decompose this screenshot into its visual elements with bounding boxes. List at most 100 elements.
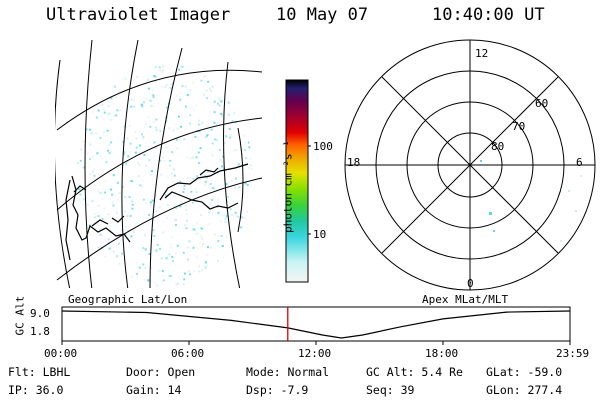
emission-point [204,181,207,184]
emission-point [211,198,214,201]
emission-point [195,175,198,178]
emission-point [250,168,253,171]
emission-point [101,217,104,220]
emission-point [192,228,195,231]
emission-point [187,270,190,273]
emission-point [195,104,198,107]
emission-point [153,141,156,144]
emission-point [142,136,145,138]
emission-point [225,211,228,214]
emission-point [91,111,94,114]
emission-point [213,121,216,124]
emission-point [220,235,223,237]
emission-point [230,180,233,183]
mlt-label-0: 0 [467,277,474,290]
polar-diagonal-2 [381,76,559,254]
emission-point [137,174,140,177]
emission-point [218,167,221,170]
emission-point [118,262,121,265]
emission-point [112,204,115,207]
emission-point [235,149,238,152]
emission-point [231,214,233,216]
emission-point [152,229,155,232]
emission-point [218,97,221,100]
emission-point [167,184,170,186]
emission-point [218,104,221,107]
emission-point [223,201,226,204]
emission-point [183,272,186,275]
emission-point [179,205,182,208]
emission-point [227,181,230,184]
emission-point [198,119,201,122]
emission-point [247,141,250,144]
emission-point [217,102,219,105]
emission-point [93,168,96,171]
emission-point [213,100,216,103]
emission-point [77,162,79,165]
emission-point [107,100,110,103]
emission-point [124,233,127,235]
emission-point [100,156,103,159]
emission-point [129,214,132,217]
emission-point [189,89,192,92]
emission-point [199,147,202,150]
emission-point [204,136,207,139]
emission-point [229,134,232,137]
emission-point [166,106,169,109]
emission-point [164,86,167,89]
emission-point [150,93,153,96]
emission-point [146,79,149,81]
emission-point [172,256,175,259]
emission-point [150,173,152,176]
emission-point [108,247,111,250]
emission-point [192,156,194,159]
ip-status: IP: 36.0 [8,383,64,397]
emission-point [121,185,124,188]
emission-point [152,199,154,202]
emission-point [173,174,176,177]
emission-point [184,105,187,108]
emission-point [154,81,157,83]
emission-point [183,188,186,190]
emission-point [99,137,102,140]
emission-point [115,114,118,117]
emission-point [148,159,151,162]
emission-point [99,154,102,157]
emission-point [209,87,211,90]
emission-point [250,164,253,167]
emission-point [184,204,187,207]
emission-point [103,111,106,114]
emission-point [234,206,237,209]
emission-point [99,192,102,195]
emission-point [175,283,178,286]
emission-point [187,246,190,249]
glon-status: GLon: 277.4 [486,383,563,397]
emission-point [198,265,201,268]
emission-point [147,279,150,281]
emission-point [108,143,111,146]
emission-point [173,219,176,221]
polar-emission-points [480,160,582,242]
emission-point [150,105,153,107]
app-title: Ultraviolet Imager [46,5,231,25]
emission-point [134,151,137,154]
seq-status: Seq: 39 [366,383,415,397]
emission-point [143,198,145,201]
emission-point [203,264,206,267]
emission-point [208,223,211,226]
emission-point [78,188,81,191]
geographic-panel-label: Geographic Lat/Lon [68,293,188,306]
emission-point [153,75,156,77]
emission-point [155,210,158,212]
emission-point [142,103,145,105]
emission-point [174,218,177,221]
emission-point [183,138,186,141]
emission-point [187,176,190,179]
emission-point [162,65,165,68]
emission-point [200,214,203,216]
emission-point [154,65,157,68]
emission-point [149,99,152,102]
emission-point [224,217,227,220]
land-outline [65,163,249,261]
